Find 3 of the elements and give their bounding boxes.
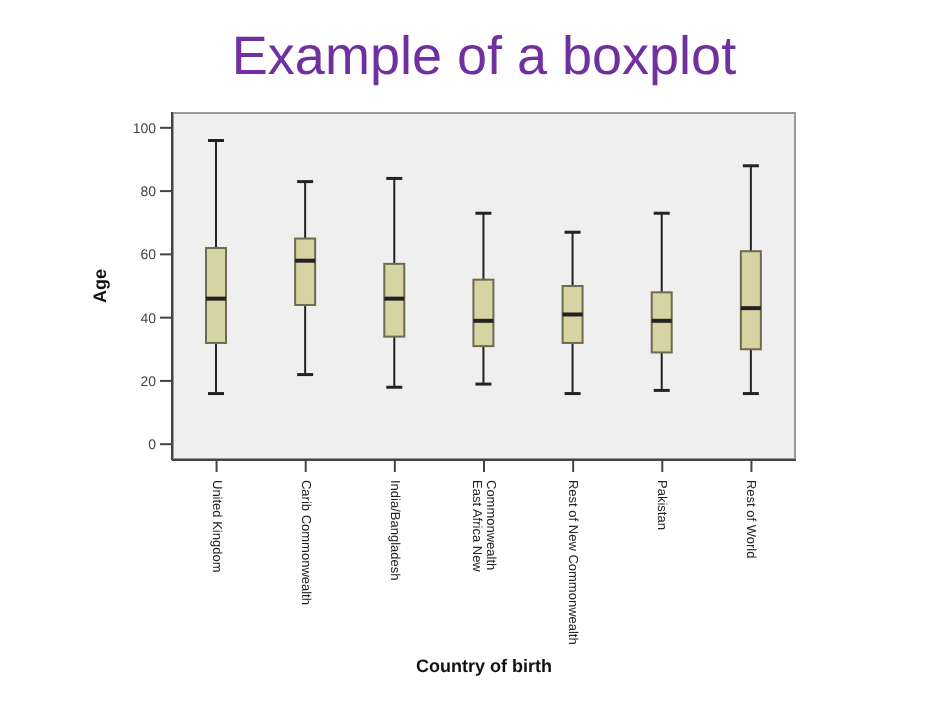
- y-axis-title: Age: [90, 268, 111, 304]
- x-axis-title: Country of birth: [414, 656, 554, 676]
- chart-title: Example of a boxplot: [229, 24, 739, 90]
